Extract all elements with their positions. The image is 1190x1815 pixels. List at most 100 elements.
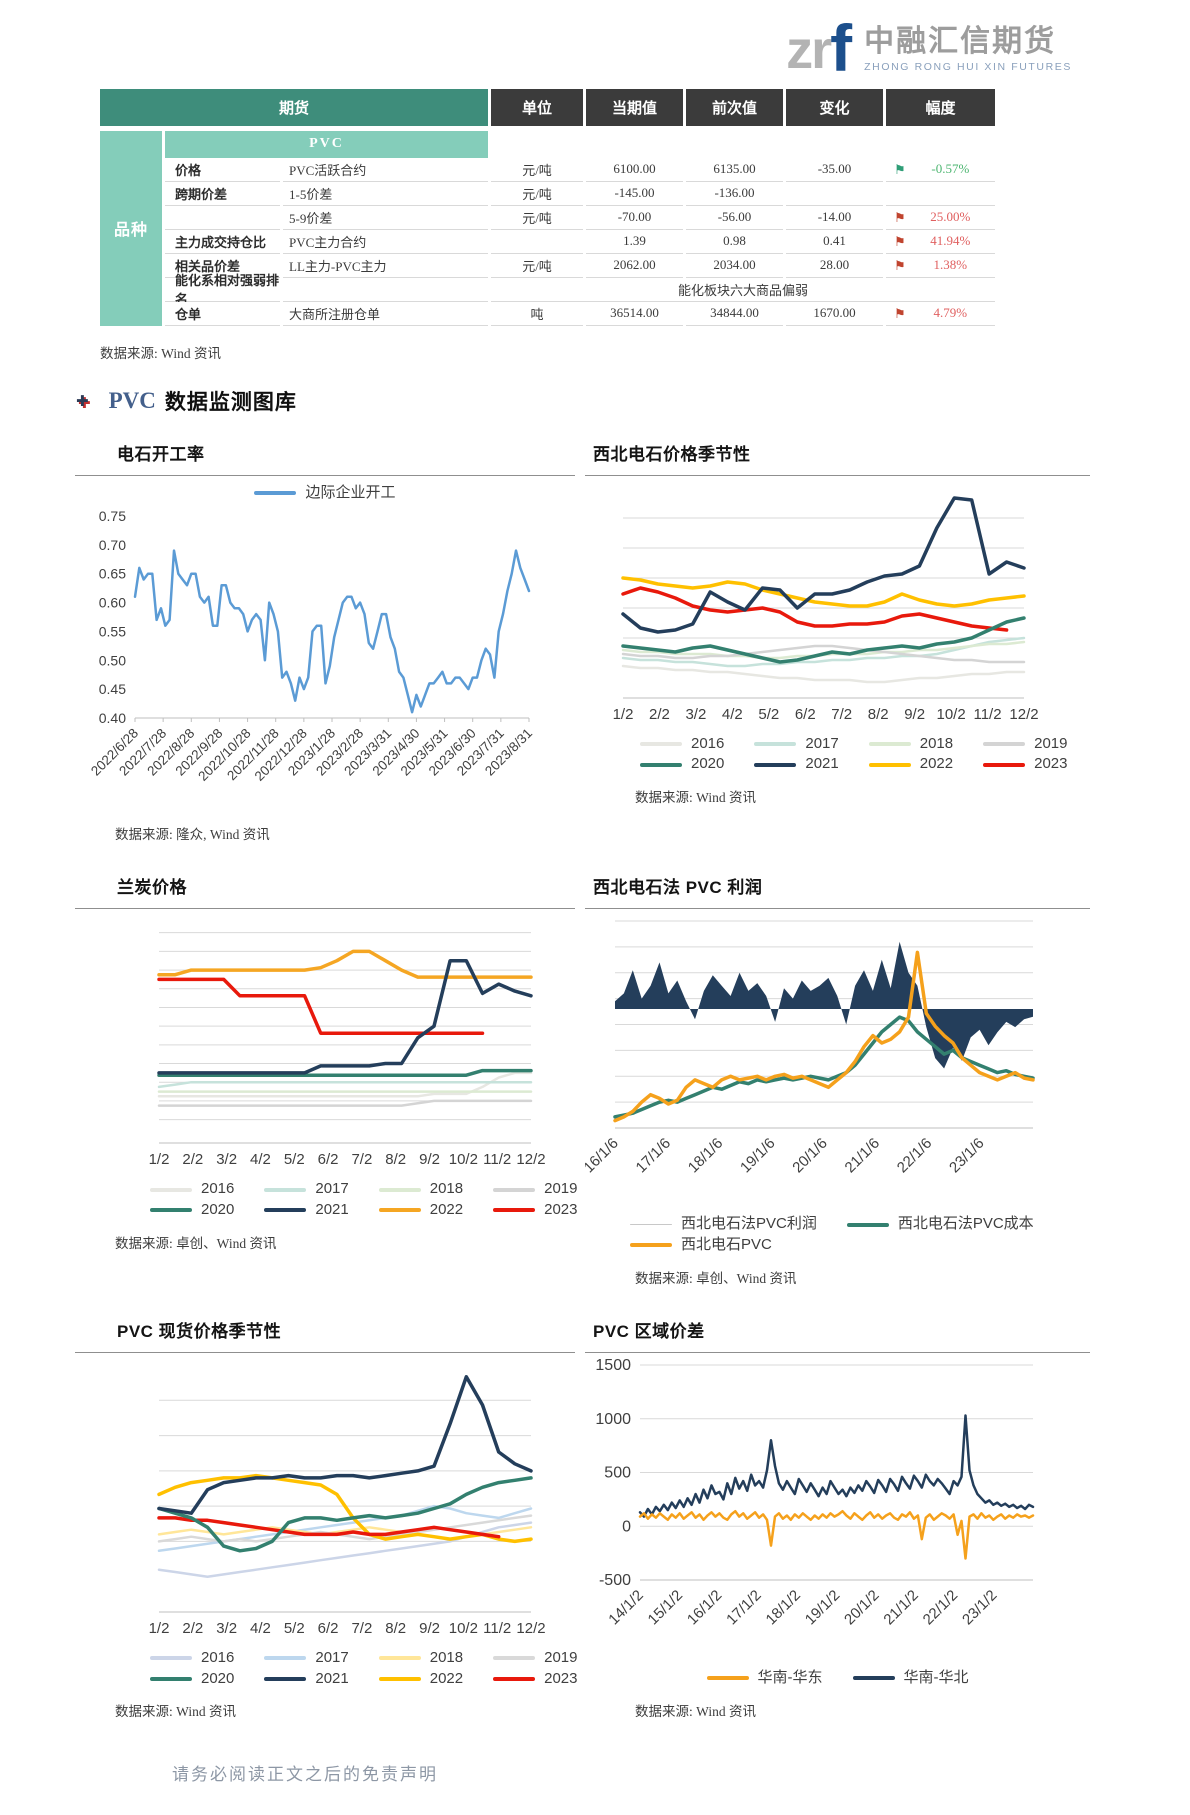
svg-text:10/2: 10/2 [449,1151,478,1168]
row-change [786,181,883,206]
legend-label: 边际企业开工 [305,483,396,501]
svg-text:5/2: 5/2 [284,1151,305,1168]
row-pct-cell: ⚑ 1.38% [886,253,995,278]
svg-text:2/2: 2/2 [649,706,670,723]
row-current: -145.00 [586,181,683,206]
row-change: 1670.00 [786,301,883,326]
legend-label: 华南-华北 [903,1668,969,1686]
company-name: 中融汇信期货 [864,25,1057,58]
company-name-en: ZHONG RONG HUI XIN FUTURES [864,60,1072,73]
svg-text:16/1/2: 16/1/2 [684,1587,726,1629]
svg-text:4/2: 4/2 [250,1151,271,1168]
legend-item-2016: 2016 [150,1649,234,1668]
legend-item-2017: 2017 [754,734,839,754]
row-sub: 5-9价差 [283,205,488,230]
chart-source: 数据来源: Wind 资讯 [115,1704,236,1720]
svg-text:0.75: 0.75 [99,508,126,524]
chart-canvas: 0.40 0.45 0.50 0.55 0.60 0.65 0.70 0.75 2022/6/2… [75,506,575,811]
legend-label: 华南-华东 [757,1668,823,1686]
legend-label: 2023 [544,1201,578,1218]
legend-item-2016: 2016 [640,735,724,754]
legend-item-西北电石法PVC利润: 西北电石法PVC利润 [630,1215,817,1234]
legend-swatch [640,762,682,767]
legend-label: 2022 [429,1201,464,1218]
row-label [165,205,280,230]
svg-text:17/1/2: 17/1/2 [723,1587,765,1629]
legend-swatch [706,1676,749,1681]
svg-text:23/1/2: 23/1/2 [959,1587,1001,1629]
legend-swatch [493,1208,536,1213]
table-source: 数据来源: Wind 资讯 [100,345,221,361]
title-rule [585,908,1090,910]
chart-legend: 2016 2017 2018 2019 2020 2021 2022 2023 [640,735,1068,775]
row-label: 价格 [165,157,280,182]
row-pct: 41.94% [930,233,971,248]
legend-item-2022: 2022 [378,1670,463,1689]
title-rule [75,474,575,476]
svg-text:17/1/6: 17/1/6 [633,1135,675,1177]
table-header-pct: 幅度 [886,88,995,126]
row-unit: 元/吨 [491,181,583,206]
chart-block-pvc-spot-price-seasonality: PVC 现货价格季节性 2016 2017 2018 2019 2020 2021 2022… [75,1301,578,1727]
row-previous: -136.00 [686,181,783,206]
band-filler [786,130,883,158]
svg-text:2/2: 2/2 [182,1151,203,1168]
brand-header: zr f 中融汇信期货 ZHONG RONG HUI XIN FUTURES [0,0,1190,83]
section-title-cn: 数据监测图库 [164,390,297,414]
chart-title: 兰炭价格 [117,878,187,898]
row-previous: 0.98 [686,229,783,254]
chart-svg-0: 0.400.450.500.550.600.650.700.752022/6/2… [88,508,535,784]
svg-text:5/2: 5/2 [284,1620,305,1637]
row-unit [491,229,583,254]
svg-text:19/1/6: 19/1/6 [737,1135,779,1177]
charts-grid: 电石开工率 边际企业开工 0.40 0.45 0.50 0.55 0.60 0.65 0.7… [0,420,1190,1727]
legend-item-2022: 2022 [868,755,953,774]
svg-text:23/1/6: 23/1/6 [946,1135,988,1177]
title-rule [75,1351,575,1353]
legend-label: 2019 [1034,734,1068,752]
legend-swatch [254,490,297,495]
svg-text:11/2: 11/2 [483,1620,511,1637]
legend-swatch [150,1208,192,1213]
svg-text:0.50: 0.50 [99,653,126,669]
row-current: -70.00 [586,205,683,230]
flag-icon: ⚑ [894,209,906,225]
legend-swatch [754,762,797,767]
table-header-previous: 前次值 [686,88,783,126]
svg-text:12/2: 12/2 [1009,706,1038,723]
legend-item-边际企业开工: 边际企业开工 [254,483,396,503]
band-filler [686,130,783,158]
row-pct-cell: ⚑ 25.00% [886,205,995,230]
legend-swatch [868,741,911,746]
row-label: 仓单 [165,301,280,326]
logo-text: 中融汇信期货 ZHONG RONG HUI XIN FUTURES [864,26,1072,73]
logo-zr-letters: zr [786,19,832,80]
legend-label: 2017 [805,734,839,752]
legend-swatch [150,1656,192,1661]
svg-text:18/1/6: 18/1/6 [685,1135,727,1177]
legend-swatch [264,1208,307,1213]
legend-item-2021: 2021 [754,755,839,774]
svg-text:5/2: 5/2 [758,706,779,723]
group-band: PVC [165,130,488,158]
legend-label: 2021 [315,1669,349,1687]
svg-text:15/1/2: 15/1/2 [645,1587,687,1629]
flag-icon: ⚑ [894,305,906,321]
svg-text:1/2: 1/2 [149,1151,170,1168]
chart-source: 数据来源: 卓创、Wind 资讯 [635,1270,797,1286]
legend-label: 2020 [691,755,725,773]
row-current: 2062.00 [586,253,683,278]
chart-legend: 西北电石法PVC利润 西北电石法PVC成本 西北电石PVC [630,1215,1034,1255]
chart-title: 西北电石法 PVC 利润 [593,878,763,898]
svg-text:20/1/6: 20/1/6 [789,1135,831,1177]
svg-text:21/1/6: 21/1/6 [842,1135,884,1177]
legend-swatch [264,1656,307,1661]
row-current: 1.39 [586,229,683,254]
row-pct-cell: ⚑ -0.57% [886,157,995,182]
svg-text:7/2: 7/2 [351,1151,372,1168]
legend-label: 2020 [201,1669,235,1687]
row-unit: 元/吨 [491,253,583,278]
row-pct: 25.00% [930,209,971,224]
legend-item-华南-华北: 华南-华北 [852,1668,969,1688]
svg-text:0.70: 0.70 [99,537,126,553]
